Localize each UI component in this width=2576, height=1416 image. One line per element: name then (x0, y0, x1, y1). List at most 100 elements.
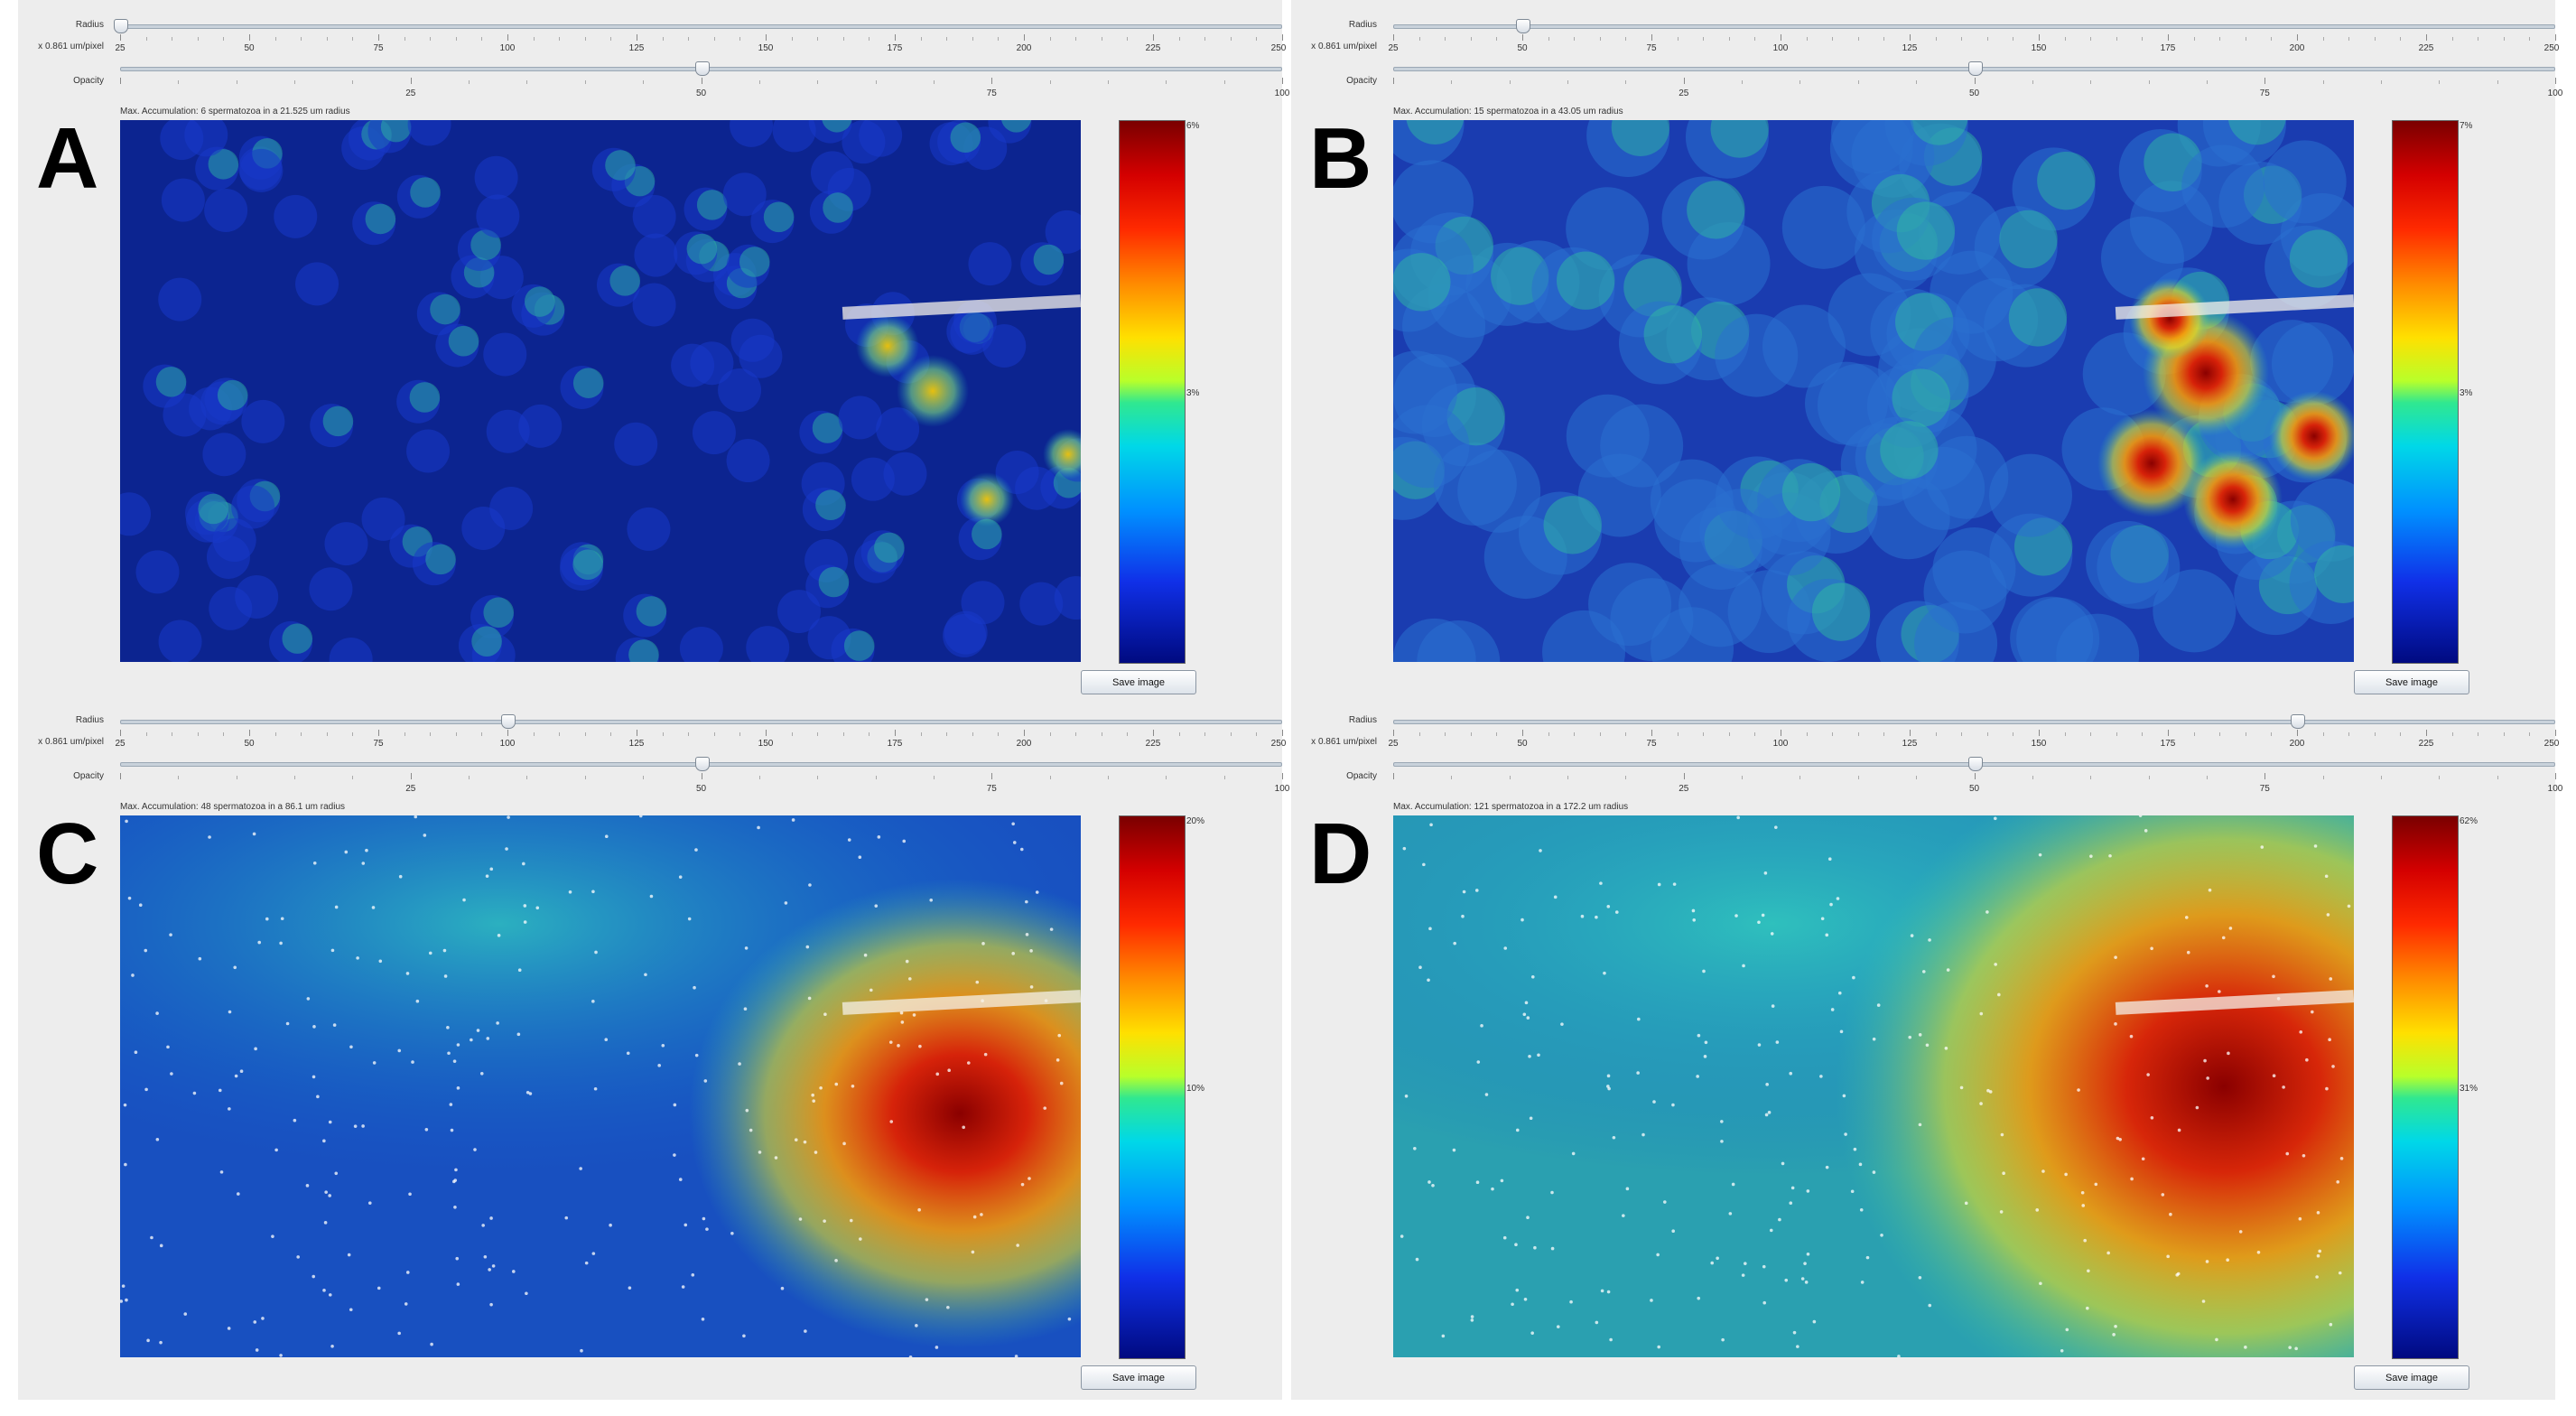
sperm-dot (334, 1171, 339, 1176)
accumulation-circle (416, 292, 460, 336)
accumulation-circle (851, 457, 895, 501)
radius-tick-label: 100 (499, 43, 516, 53)
sperm-dot (1595, 1320, 1599, 1325)
save-image-button[interactable]: Save image (1081, 670, 1196, 694)
sperm-dot (593, 1086, 598, 1091)
sperm-dot (1852, 975, 1855, 980)
radius-tick (1548, 37, 1549, 41)
radius-tick (610, 37, 612, 41)
sperm-dot (1844, 1132, 1847, 1136)
opacity-slider[interactable] (1393, 757, 2555, 771)
opacity-label: Opacity (1346, 76, 1377, 86)
opacity-tick-label: 25 (1679, 88, 1689, 98)
accumulation-circle (158, 277, 202, 321)
sperm-dot (694, 848, 698, 852)
radius-slider-thumb[interactable] (1516, 19, 1530, 33)
sperm-dot (2112, 1333, 2116, 1337)
opacity-slider[interactable] (1393, 61, 2555, 76)
radius-tick (1883, 732, 1885, 736)
save-image-button[interactable]: Save image (2354, 670, 2469, 694)
sperm-dot (1988, 1090, 1993, 1094)
opacity-slider[interactable] (120, 757, 1282, 771)
opacity-tick (2497, 80, 2498, 84)
sperm-dot (907, 977, 912, 981)
radius-slider-track (120, 24, 1282, 29)
sperm-dot (1609, 1337, 1613, 1342)
radius-label: Radius (1348, 715, 1377, 725)
radius-slider-thumb[interactable] (2291, 714, 2305, 729)
panel-c: Radius x 0.861 um/pixel 25 50 75 100 125 150 1… (18, 695, 1289, 1400)
radius-slider[interactable] (1393, 19, 2555, 33)
sperm-dot (328, 1293, 332, 1297)
color-scale-max-label: 7% (2460, 121, 2473, 131)
opacity-slider-thumb[interactable] (694, 757, 710, 771)
sperm-dot (261, 1317, 265, 1320)
sperm-dot (2000, 1132, 2004, 1137)
color-scale-bar (1119, 120, 1186, 664)
radius-slider-thumb[interactable] (114, 19, 128, 33)
sperm-dot (2108, 853, 2112, 858)
sperm-dot (661, 1043, 665, 1048)
sperm-dot (1836, 897, 1840, 900)
radius-tick-label: 125 (628, 43, 645, 53)
sperm-dot (1762, 1300, 1767, 1305)
radius-tick (1445, 37, 1446, 41)
sperm-dot (1829, 902, 1833, 907)
sperm-dot (2175, 1273, 2180, 1277)
sperm-dot (361, 862, 366, 865)
sperm-dot (851, 1085, 855, 1088)
accumulation-circle (1661, 176, 1745, 260)
opacity-tick-labels: 25 50 75 100 (120, 88, 1289, 101)
sperm-dot (1057, 1033, 1062, 1038)
sperm-dot (155, 1011, 159, 1015)
opacity-tick (1974, 78, 1976, 84)
color-scale-mid-label: 31% (2460, 1084, 2478, 1094)
accumulation-circle (634, 233, 678, 277)
accumulation-circle (1393, 120, 1465, 165)
sperm-dot (1431, 1183, 1435, 1188)
sperm-dot (678, 1178, 683, 1181)
opacity-slider[interactable] (120, 61, 1282, 76)
accumulation-status: Max. Accumulation: 121 spermatozoa in a … (1393, 802, 1629, 812)
opacity-tick-label: 100 (1274, 88, 1290, 98)
radius-tick-label: 225 (1145, 43, 1161, 53)
sperm-dot (1839, 1029, 1844, 1034)
sperm-dot (489, 1216, 493, 1220)
sperm-dot (2302, 1153, 2306, 1158)
accumulation-circle (2181, 144, 2265, 228)
opacity-slider-thumb[interactable] (1967, 61, 1983, 76)
opacity-tick (643, 80, 645, 84)
accumulation-circle (2118, 128, 2202, 212)
sperm-dot (279, 941, 283, 946)
sperm-dot (219, 1170, 224, 1174)
sperm-dot (377, 1286, 381, 1290)
save-image-button[interactable]: Save image (2354, 1365, 2469, 1390)
sperm-dot (774, 1156, 778, 1160)
sperm-dot (1704, 1040, 1708, 1045)
sperm-dot (1765, 1083, 1769, 1086)
accumulation-circle (1610, 578, 1694, 662)
opacity-ticks (120, 773, 1283, 780)
radius-tick (1986, 37, 1988, 41)
sperm-dot (227, 1327, 231, 1330)
accumulation-circle (605, 150, 636, 181)
opacity-tick (758, 80, 760, 84)
sperm-dot (1853, 1147, 1857, 1151)
sperm-dot (1697, 1033, 1701, 1038)
save-image-button[interactable]: Save image (1081, 1365, 1196, 1390)
radius-slider[interactable] (114, 19, 1282, 33)
unit-label: x 0.861 um/pixel (38, 737, 104, 747)
accumulation-circle (2290, 478, 2354, 562)
sperm-dot (703, 1079, 708, 1083)
radius-slider-thumb[interactable] (501, 714, 516, 729)
sperm-dot (134, 1050, 138, 1055)
sperm-dot (462, 898, 466, 902)
radius-slider[interactable] (1393, 714, 2555, 729)
opacity-slider-thumb[interactable] (694, 61, 710, 76)
accumulation-circle (627, 507, 671, 551)
accumulation-circle (750, 200, 795, 244)
sperm-dot (228, 1107, 231, 1111)
sperm-dot (2256, 1251, 2261, 1254)
opacity-slider-thumb[interactable] (1967, 757, 1983, 771)
radius-slider[interactable] (120, 714, 1282, 729)
